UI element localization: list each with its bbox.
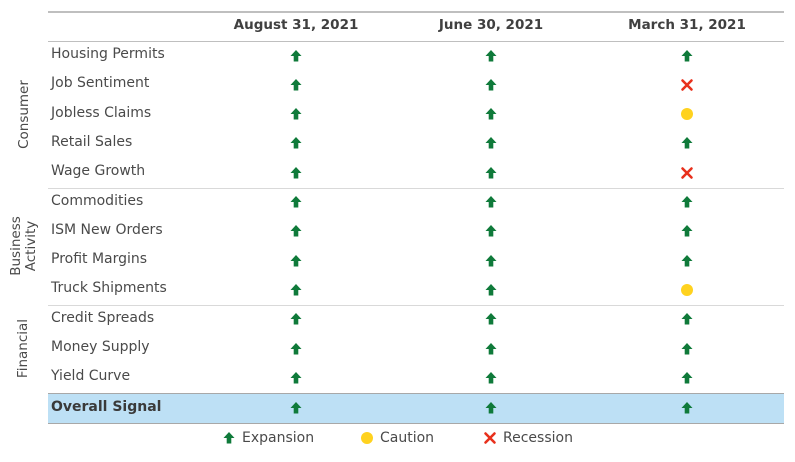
up-arrow-icon	[476, 158, 506, 187]
table-row: Truck Shipments	[48, 275, 784, 304]
group-label: Consumer	[0, 41, 48, 188]
row-label: Money Supply	[51, 339, 150, 355]
column-header-1: August 31, 2021	[233, 17, 359, 33]
up-arrow-icon	[476, 129, 506, 158]
up-arrow-icon	[281, 158, 311, 187]
group-separator	[48, 304, 784, 306]
up-arrow-icon	[281, 217, 311, 246]
legend-label-caution: Caution	[380, 430, 435, 446]
up-arrow-icon	[476, 246, 506, 275]
group-label-text: Consumer	[15, 79, 32, 149]
table-row: Wage Growth	[48, 158, 784, 187]
yellow-circle-icon	[672, 275, 702, 304]
yellow-circle-icon	[360, 431, 374, 445]
up-arrow-icon	[672, 334, 702, 363]
up-arrow-icon	[672, 246, 702, 275]
up-arrow-icon	[476, 70, 506, 99]
column-header-2: June 30, 2021	[438, 17, 544, 33]
legend-label-expansion: Expansion	[242, 430, 315, 446]
yellow-circle-icon	[672, 100, 702, 129]
up-arrow-icon	[672, 305, 702, 334]
table-row: Yield Curve	[48, 363, 784, 392]
red-x-icon	[672, 70, 702, 99]
up-arrow-icon	[281, 334, 311, 363]
up-arrow-icon	[281, 394, 311, 423]
group-label-text: Financial	[15, 319, 32, 379]
row-label: Housing Permits	[51, 46, 165, 62]
up-arrow-icon	[476, 394, 506, 423]
table-row: ISM New Orders	[48, 217, 784, 246]
table-header: August 31, 2021 June 30, 2021 March 31, …	[48, 11, 784, 42]
table-row: Jobless Claims	[48, 100, 784, 129]
up-arrow-icon	[281, 100, 311, 129]
up-arrow-icon	[672, 217, 702, 246]
table-row: Money Supply	[48, 334, 784, 363]
legend-label-recession: Recession	[503, 430, 573, 446]
up-arrow-icon	[476, 41, 506, 70]
table-row: Credit Spreads	[48, 305, 784, 334]
table-row: Job Sentiment	[48, 70, 784, 99]
row-label: Truck Shipments	[51, 280, 167, 297]
up-arrow-icon	[476, 334, 506, 363]
row-label: Profit Margins	[51, 251, 148, 268]
legend-item-expansion: Expansion	[222, 430, 314, 446]
row-label: Jobless Claims	[51, 104, 152, 121]
row-label: Credit Spreads	[51, 309, 155, 326]
up-arrow-icon	[281, 305, 311, 334]
up-arrow-icon	[476, 305, 506, 334]
up-arrow-icon	[672, 394, 702, 423]
up-arrow-icon	[281, 363, 311, 392]
up-arrow-icon	[476, 363, 506, 392]
group-label: Business Activity	[0, 188, 48, 305]
up-arrow-icon	[281, 188, 311, 217]
up-arrow-icon	[672, 129, 702, 158]
overall-signal-row: Overall Signal	[48, 392, 784, 424]
row-label: Job Sentiment	[51, 75, 150, 92]
row-label: Overall Signal	[51, 398, 162, 415]
up-arrow-icon	[476, 100, 506, 129]
up-arrow-icon	[476, 275, 506, 304]
up-arrow-icon	[476, 217, 506, 246]
up-arrow-icon	[672, 41, 702, 70]
up-arrow-icon	[281, 246, 311, 275]
group-label: Financial	[0, 305, 48, 393]
up-arrow-icon	[672, 363, 702, 392]
legend-item-recession: Recession	[483, 430, 573, 446]
row-label: Retail Sales	[51, 133, 133, 150]
table-row: Profit Margins	[48, 246, 784, 275]
up-arrow-icon	[281, 70, 311, 99]
table-row: Commodities	[48, 188, 784, 217]
red-x-icon	[483, 431, 497, 445]
row-label: Yield Curve	[51, 368, 131, 385]
red-x-icon	[672, 158, 702, 187]
table-row: Retail Sales	[48, 129, 784, 158]
up-arrow-icon	[222, 431, 236, 445]
table-row: Housing Permits	[48, 41, 784, 70]
up-arrow-icon	[281, 41, 311, 70]
up-arrow-icon	[281, 275, 311, 304]
up-arrow-icon	[281, 129, 311, 158]
up-arrow-icon	[476, 188, 506, 217]
legend-item-caution: Caution	[360, 430, 434, 446]
row-label: ISM New Orders	[51, 221, 163, 238]
group-label-text: Business Activity	[8, 216, 39, 276]
column-header-3: March 31, 2021	[628, 17, 746, 33]
row-label: Wage Growth	[51, 163, 146, 180]
legend: Expansion Caution Recession	[0, 430, 795, 452]
up-arrow-icon	[672, 188, 702, 217]
row-label: Commodities	[51, 192, 144, 209]
group-separator	[48, 187, 784, 189]
